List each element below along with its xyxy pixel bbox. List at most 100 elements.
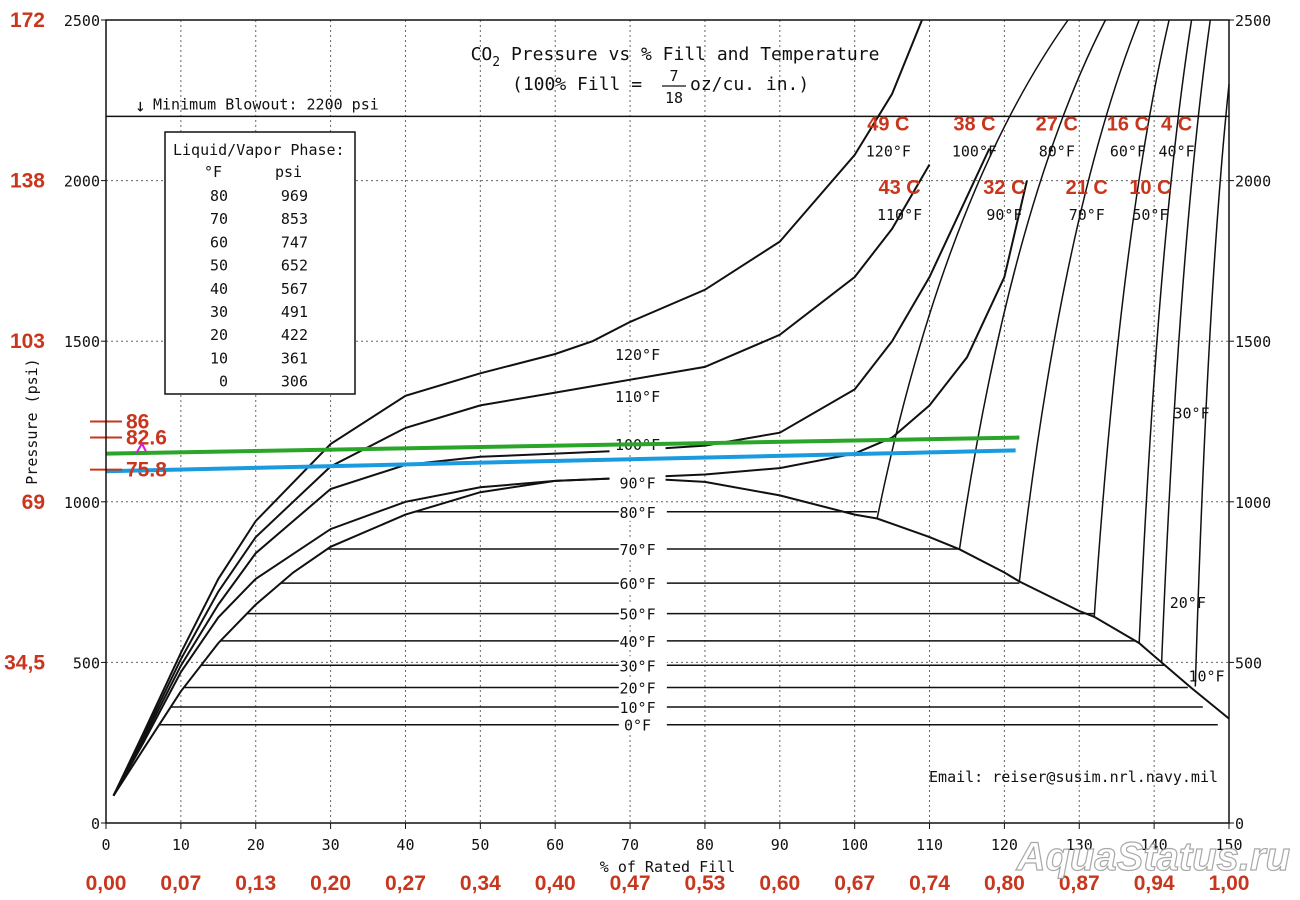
y-tick-label: 2500 [64,12,100,30]
isotherm-curves: 0°F10°F20°F30°F40°F50°F60°F70°F80°F90°F1… [112,19,1230,797]
blowout-label: Minimum Blowout: 2200 psi [153,95,379,113]
isotherm-label-bg [618,574,667,593]
x-ratio-label: 0,53 [684,872,725,895]
steep-isotherm [1138,19,1193,644]
x-tick-label: 10 [172,836,190,854]
temp-label-celsius: 21 C [1066,177,1108,199]
y-tick-label-right: 1000 [1235,494,1271,512]
x-ratio-label: 0,27 [385,872,426,895]
x-ratio-label: 0,60 [759,872,800,895]
isotherm-curve [112,163,931,797]
overlay-mark-label: 75.8 [126,459,167,482]
temp-label-celsius: 49 C [867,113,909,135]
x-ratio-label: 0,67 [834,872,875,895]
isotherm-label: 110°F [615,388,660,406]
phase-row-temp: 50 [210,257,228,275]
phase-table-title: Liquid/Vapor Phase: [173,141,345,159]
x-tick-label: 50 [471,836,489,854]
x-tick-label: 150 [1215,836,1242,854]
phase-table: Liquid/Vapor Phase: °F psi 80 969 70 853 60 7… [164,131,356,395]
phase-row-psi: 969 [281,187,308,205]
y-bar-label: 138 [10,170,45,193]
isotherm-right-label: 20°F [1170,594,1206,612]
y-tick-label-right: 500 [1235,654,1262,672]
temp-label-celsius: 32 C [983,177,1025,199]
isotherm-curve [112,180,1028,797]
phase-row-psi: 747 [281,233,308,251]
phase-row-temp: 10 [210,349,228,367]
y-tick-label: 2000 [64,173,100,191]
isotherm-label: 50°F [619,606,655,624]
curve-labels: 49 C 120°F 38 C 100°F 27 C 80°F 16 C 60°F 4 C 40°… [866,113,1225,685]
y-tick-label-right: 2000 [1235,173,1271,191]
phase-row-psi: 361 [281,349,308,367]
isotherm-label: 120°F [615,346,660,364]
isotherm-label-bg [609,472,666,493]
isotherm-label-bg [618,502,667,521]
y-tick-label: 1000 [64,494,100,512]
temp-label-fahrenheit: 50°F [1132,206,1168,224]
overlay-line [105,435,1020,456]
phase-row-psi: 652 [281,257,308,275]
phase-row-psi: 853 [281,210,308,228]
temp-label-fahrenheit: 40°F [1159,142,1195,160]
email-note: Email: reiser@susim.nrl.navy.mil [929,768,1218,786]
overlay-mark-label: 82.6 [126,427,167,450]
x-ratio-label: 0,74 [909,872,950,895]
x-tick-label: 100 [841,836,868,854]
x-tick-label: 70 [621,836,639,854]
x-tick-label: 120 [991,836,1018,854]
isotherm-label: 20°F [619,679,655,697]
overlay-cursor-mark [135,441,147,455]
x-ratio-label: 1,00 [1209,872,1250,895]
x-tick-label: 130 [1066,836,1093,854]
x-ratio-label: 0,87 [1059,872,1100,895]
phase-row-psi: 491 [281,303,308,321]
y-bar-label: 34,5 [4,651,45,674]
y-bar-label: 103 [10,330,45,353]
y-tick-label-right: 1500 [1235,333,1271,351]
phase-row-psi: 567 [281,280,308,298]
phase-row-temp: 0 [219,373,228,391]
x-tick-label: 30 [322,836,340,854]
isotherm-label: 90°F [619,475,655,493]
phase-table-box [164,131,356,395]
chart-title: CO2 Pressure vs % Fill and Temperature [471,44,880,70]
steep-isotherm [1194,84,1230,687]
isotherm-label-bg [618,540,667,559]
temp-label-celsius: 43 C [878,177,920,199]
x-ratio-label: 0,00 [86,872,127,895]
chart-subtitle: (100% Fill = 7 18 oz/cu. in.) [512,67,809,107]
x-axis-title: % of Rated Fill [600,858,735,876]
isotherm-label: 30°F [619,657,655,675]
phase-row-psi: 422 [281,326,308,344]
isotherm-right-label: 30°F [1174,404,1210,422]
grid [106,20,1229,823]
phase-row-temp: 60 [210,233,228,251]
y-tick-label-right: 0 [1235,815,1244,833]
phase-table-col-psi: psi [275,163,302,181]
isotherm-label-bg [609,385,666,406]
plot-frame [105,19,1230,824]
temp-label-fahrenheit: 60°F [1110,142,1146,160]
isotherm-label: 40°F [619,633,655,651]
phase-row-temp: 20 [210,326,228,344]
x-ratio-label: 0,34 [460,872,501,895]
x-tick-label: 140 [1141,836,1168,854]
isotherm-label-bg [618,678,667,697]
isotherm-curve [112,19,923,797]
subtitle-denominator: 18 [665,89,683,107]
temp-label-celsius: 4 C [1161,113,1192,135]
x-tick-label: 40 [396,836,414,854]
phase-row-psi: 306 [281,373,308,391]
saturation-curve [112,476,1230,797]
temp-label-fahrenheit: 90°F [986,206,1022,224]
isotherm-label-bg [618,604,667,623]
subtitle-pre: (100% Fill = [512,74,642,95]
phase-row-temp: 40 [210,280,228,298]
temp-label-fahrenheit: 100°F [952,142,997,160]
blowout-arrow: ↓ [135,95,146,116]
x-ratio-label: 0,13 [235,872,276,895]
